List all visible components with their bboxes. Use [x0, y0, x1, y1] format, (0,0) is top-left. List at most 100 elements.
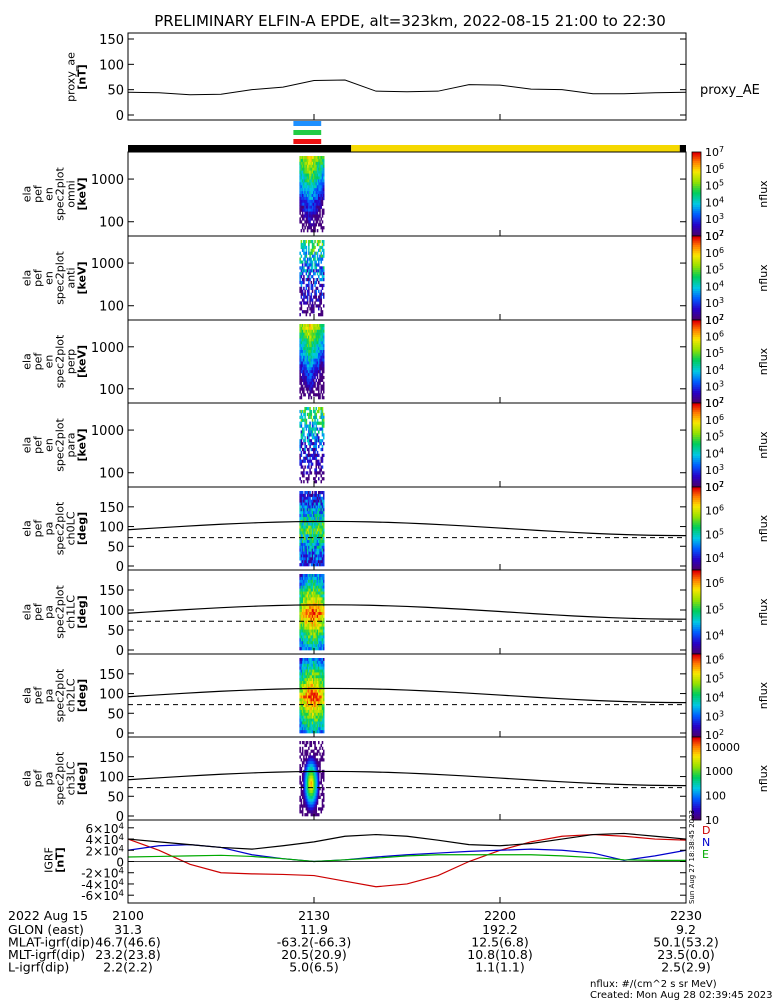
- heatmap-cell: [322, 384, 325, 388]
- heatmap-cell: [318, 701, 320, 705]
- heatmap-cell: [322, 681, 325, 685]
- heatmap-cell: [308, 644, 310, 648]
- heatmap-cell: [306, 675, 309, 679]
- heatmap-cell: [316, 164, 319, 168]
- colorbar-cell: [692, 547, 701, 550]
- heatmap-cell: [304, 502, 306, 506]
- colorbar-cell: [692, 536, 701, 540]
- heatmap-cell: [313, 199, 315, 204]
- heatmap-cell: [310, 304, 313, 308]
- heatmap-cell: [318, 185, 320, 189]
- heatmap-cell: [318, 352, 320, 357]
- heatmap-cell: [314, 600, 316, 604]
- heatmap-cell: [315, 387, 318, 391]
- heatmap-cell: [301, 208, 304, 212]
- heatmap-cell: [319, 240, 321, 244]
- heatmap-cell: [299, 352, 301, 357]
- heatmap-cell: [311, 329, 314, 333]
- heatmap-cell: [304, 254, 306, 258]
- heatmap-cell: [321, 508, 324, 512]
- heatmap-cell: [306, 332, 309, 336]
- colorbar-tick-label: 107: [705, 480, 724, 494]
- heatmap-cell: [299, 626, 301, 630]
- heatmap-cell: [322, 727, 325, 731]
- colorbar-cell: [692, 743, 701, 746]
- panel-frame: [127, 736, 687, 821]
- heatmap-cell: [300, 229, 303, 233]
- colorbar-cell: [692, 656, 701, 659]
- heatmap-cell: [321, 182, 324, 186]
- heatmap-cell: [314, 415, 316, 419]
- heatmap-cell: [306, 199, 309, 204]
- heatmap-cell: [316, 450, 319, 455]
- heatmap-cell: [305, 173, 308, 177]
- heatmap-cell: [321, 752, 324, 756]
- heatmap-cell: [322, 396, 325, 400]
- colorbar-cell: [692, 196, 701, 199]
- heatmap-cell: [321, 695, 324, 699]
- colorbar-tick-label: 106: [705, 653, 724, 667]
- heatmap-cell: [314, 179, 316, 183]
- heatmap-cell: [306, 707, 309, 711]
- heatmap-cell: [309, 772, 311, 776]
- heatmap-cell: [308, 638, 310, 642]
- heatmap-cell: [316, 361, 319, 365]
- heatmap-cell: [305, 156, 308, 160]
- heatmap-cell: [322, 188, 325, 192]
- heatmap-cell: [308, 678, 310, 682]
- heatmap-cell: [305, 167, 308, 171]
- heatmap-cell: [311, 755, 314, 759]
- heatmap-cell: [299, 511, 301, 515]
- heatmap-cell: [308, 807, 310, 811]
- heatmap-cell: [305, 477, 308, 481]
- heatmap-cell: [299, 528, 301, 532]
- panel-ylabel-line: pef: [32, 184, 45, 203]
- heatmap-cell: [319, 579, 321, 584]
- heatmap-cell: [314, 295, 316, 299]
- heatmap-cell: [314, 370, 316, 374]
- heatmap-cell: [321, 672, 324, 676]
- heatmap-cell: [304, 597, 306, 601]
- heatmap-cell: [300, 514, 303, 518]
- colorbar-cell: [692, 776, 701, 779]
- heatmap-cell: [313, 635, 315, 639]
- heatmap-cell: [309, 807, 311, 811]
- heatmap-cell: [311, 516, 314, 521]
- heatmap-cell: [320, 594, 323, 598]
- heatmap-cell: [305, 801, 308, 805]
- heatmap-cell: [319, 344, 321, 348]
- heatmap-cell: [311, 597, 314, 601]
- heatmap-cell: [300, 505, 303, 509]
- heatmap-cell: [301, 579, 304, 584]
- heatmap-cell: [300, 266, 303, 270]
- heatmap-cell: [301, 813, 304, 817]
- heatmap-cell: [311, 698, 314, 702]
- heatmap-cell: [304, 678, 306, 682]
- heatmap-cell: [316, 704, 319, 708]
- colorbar-tick-label: 104: [705, 551, 724, 565]
- colorbar-cell: [692, 355, 701, 358]
- heatmap-cell: [314, 338, 316, 342]
- heatmap-cell: [300, 689, 303, 693]
- heatmap-cell: [303, 367, 305, 371]
- heatmap-cell: [309, 724, 311, 728]
- heatmap-cell: [313, 764, 315, 768]
- heatmap-cell: [306, 525, 309, 529]
- heatmap-cell: [318, 384, 320, 388]
- heatmap-cell: [319, 574, 321, 578]
- heatmap-cell: [311, 427, 314, 431]
- heatmap-cell: [313, 502, 315, 506]
- heatmap-cell: [301, 525, 304, 529]
- heatmap-cell: [313, 787, 315, 791]
- heatmap-cell: [318, 698, 320, 702]
- heatmap-cell: [318, 683, 320, 688]
- heatmap-cell: [304, 609, 306, 613]
- heatmap-cell: [300, 784, 303, 788]
- heatmap-cell: [304, 752, 306, 756]
- heatmap-cell: [310, 176, 313, 180]
- colorbar-cell: [692, 415, 701, 419]
- colorbar-cell: [692, 346, 701, 350]
- heatmap-cell: [303, 681, 305, 685]
- heatmap-cell: [308, 447, 310, 452]
- heatmap-cell: [319, 695, 321, 699]
